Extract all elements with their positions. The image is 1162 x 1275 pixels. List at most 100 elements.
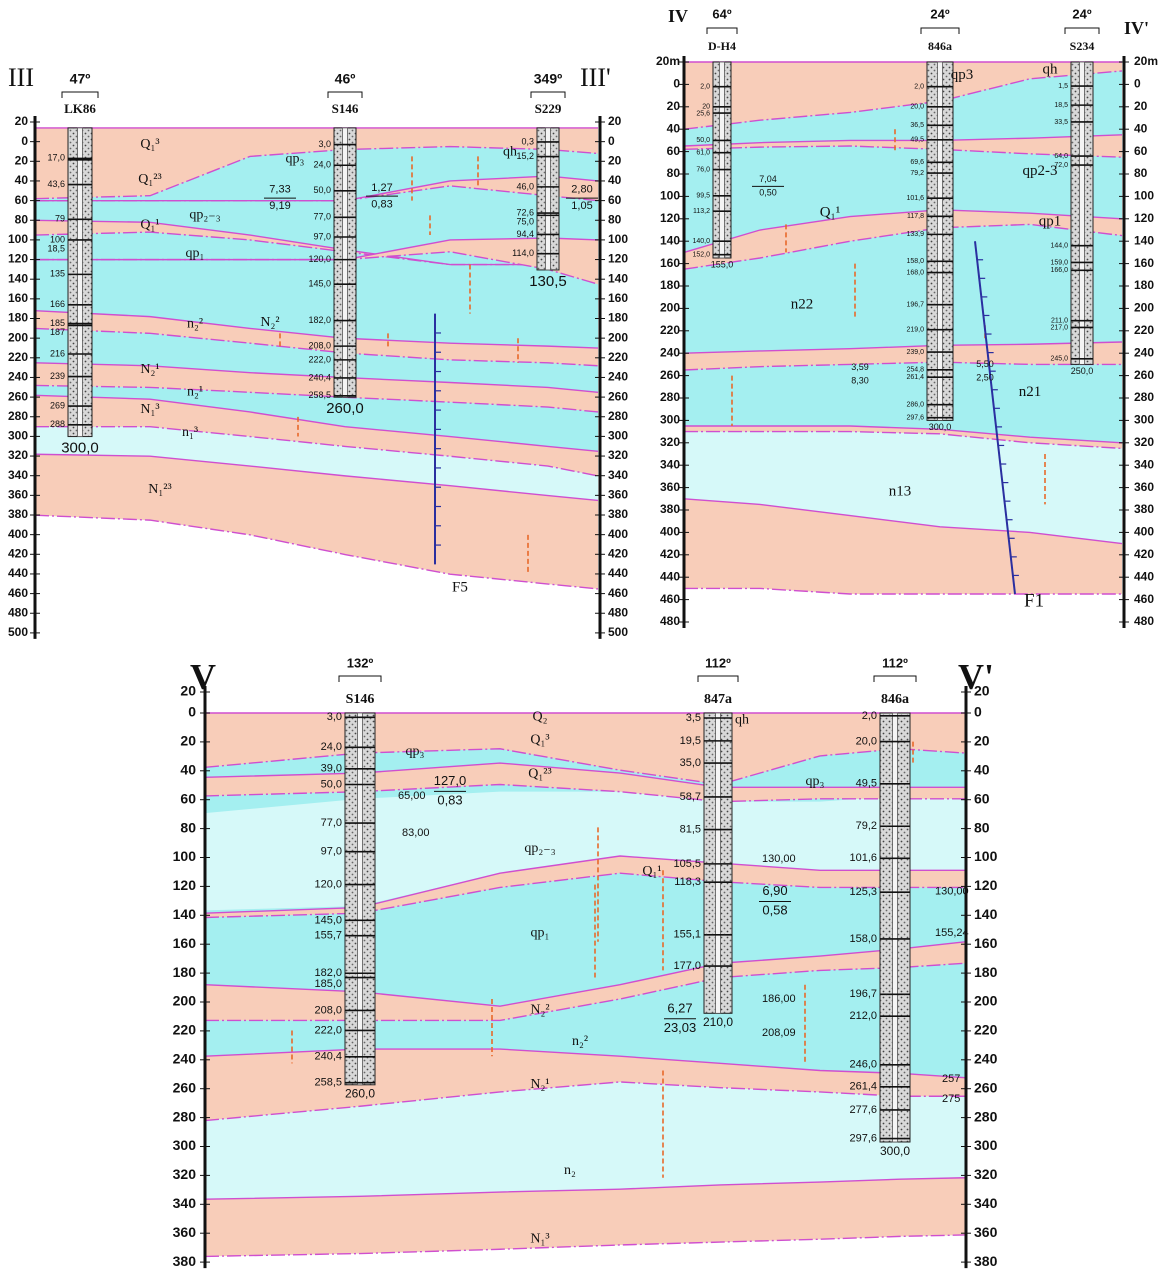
depth-label: 200 [974,993,998,1009]
depth-label: 0 [188,704,196,720]
ratio-denominator: 2,50 [976,372,994,382]
depth-label: 380 [974,1253,998,1269]
depth-label: 240 [173,1051,197,1067]
ratio-denominator: 23,03 [664,1020,697,1035]
borehole-depth: 246,0 [849,1059,877,1071]
depth-label: 240 [660,345,680,359]
layer-label: qp3 [951,67,974,83]
borehole-depth: 196,7 [906,302,924,309]
borehole-depth: 35,0 [680,757,701,769]
borehole-azimuth: 112º [705,655,731,670]
depth-label: 20 [608,114,622,128]
borehole-depth: 212,0 [849,1010,877,1022]
depth-label: 300 [173,1137,197,1153]
depth-label: 100 [608,232,628,246]
depth-label: 220 [8,350,28,364]
borehole-depth: 2,0 [862,710,877,722]
borehole-depth: 24,0 [321,741,342,753]
depth-label: 40 [974,762,990,778]
borehole-depth: 177,0 [673,960,701,972]
layer-label: qp₂₋₃ [524,841,555,856]
borehole-depth: 120,0 [308,254,331,264]
borehole-depth: 145,0 [314,914,342,926]
layer-boundary [683,209,1123,254]
depth-label: 180 [1134,278,1154,292]
ratio-numerator: 6,27 [667,1000,692,1015]
layer-label: qh [1043,61,1059,77]
layer-boundary [35,426,599,477]
borehole-depth: 254,8 [906,367,924,374]
borehole-depth: 245,0 [1050,356,1068,363]
borehole-depth: 58,7 [680,791,701,803]
borehole-depth: 261,4 [906,374,924,381]
borehole-name: 846a [881,692,909,707]
layer-label: Q₂ [533,710,548,725]
borehole-depth: 240,4 [314,1051,342,1063]
borehole-bottom: 130,5 [529,273,567,290]
depth-label: 320 [974,1166,998,1182]
depth-label: 280 [173,1108,197,1124]
depth-label: 220 [660,323,680,337]
borehole-azimuth: 46º [335,71,356,87]
borehole-depth: 219,0 [906,327,924,334]
borehole-azimuth: 64º [712,6,731,21]
borehole-bottom: 155,0 [711,260,734,270]
annotation: 130,00 [935,886,969,898]
borehole-depth: 258,5 [314,1077,342,1089]
borehole-depth: 158,0 [849,933,877,945]
depth-label: 100 [8,232,28,246]
depth-label: 160 [660,256,680,270]
layer-label: N₂² [260,315,279,330]
depth-label: 40 [1134,121,1148,135]
layer-label: n22 [791,296,814,312]
section-label: III' [580,63,611,92]
depth-label: 20 [1134,99,1148,113]
borehole-bottom: 210,0 [703,1015,733,1029]
depth-label: 20m [656,54,680,68]
layer-band [684,431,1122,544]
layer-label: qp₃ [406,744,425,759]
depth-label: 360 [660,480,680,494]
borehole-depth: 50,0 [696,137,710,144]
borehole-depth: 99,5 [696,193,710,200]
borehole-name: S234 [1070,39,1095,53]
layer-band [205,791,965,911]
depth-label: 0 [608,134,615,148]
depth-label: 200 [173,993,197,1009]
depth-label: 100 [660,189,680,203]
depth-label: 340 [660,457,680,471]
borehole-depth: 182,0 [308,315,331,325]
borehole-bottom: 300,0 [880,1144,910,1158]
depth-label: 140 [660,233,680,247]
borehole-depth: 297,6 [906,415,924,422]
fault-label: F1 [1024,590,1044,611]
ratio-numerator: 5,50 [976,359,994,369]
borehole-depth: 152,0 [692,251,710,258]
borehole-name: S146 [332,101,359,116]
depth-label: 300 [1134,413,1154,427]
borehole-depth: 46,0 [516,181,534,191]
layer-label: N₂¹ [140,362,159,377]
depth-label: 260 [974,1079,998,1095]
layer-label: qp₃ [286,152,305,167]
borehole-depth: 79 [55,214,65,224]
depth-label: 200 [660,301,680,315]
depth-label: 260 [173,1079,197,1095]
depth-label: 160 [173,935,197,951]
depth-label: 20 [974,733,990,749]
layer-label: qp₁ [531,925,550,940]
depth-label: 340 [608,468,628,482]
annotation: 257 [942,1073,960,1085]
borehole-depth: 43,6 [47,179,65,189]
layer-boundary [204,1177,966,1200]
borehole-depth: 101,6 [849,852,877,864]
depth-label: 40 [15,173,29,187]
ratio-numerator: 7,33 [269,184,290,196]
layer-boundary [684,430,1123,450]
depth-label: 80 [1134,166,1148,180]
borehole-depth: 50,0 [321,778,342,790]
depth-label: 200 [1134,301,1154,315]
depth-label: 420 [660,547,680,561]
borehole-azimuth: 349º [534,71,562,87]
